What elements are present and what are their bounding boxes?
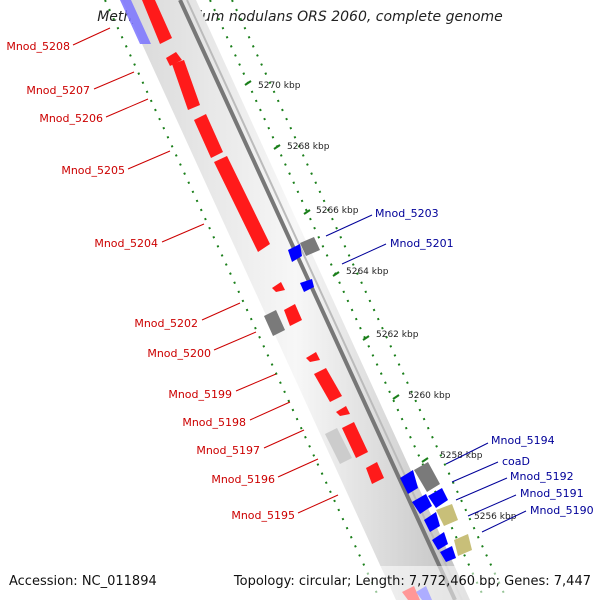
- reverse-leaders: [325, 214, 527, 533]
- leader-line: [161, 223, 205, 243]
- tick-5258: [421, 457, 429, 463]
- gene-mnod-5196-light[interactable]: [325, 428, 352, 464]
- accession-text: Accession: NC_011894: [9, 574, 157, 589]
- tick-5270: [244, 80, 252, 86]
- leader-line: [263, 429, 305, 449]
- gene-label[interactable]: Mnod_5202: [134, 317, 198, 330]
- gene-mnod-5202[interactable]: [272, 282, 285, 292]
- leader-line: [235, 373, 277, 392]
- gene-mnod-5196[interactable]: [342, 422, 368, 458]
- gene-mnod-5198[interactable]: [314, 368, 342, 402]
- gene-mnod-5190-other[interactable]: [454, 534, 472, 556]
- outer-guide-right: [231, 0, 508, 600]
- reverse-labels: Mnod_5203 Mnod_5201 Mnod_5194 coaD Mnod_…: [375, 207, 594, 517]
- gene-label[interactable]: Mnod_5208: [6, 40, 70, 53]
- scale-label: 5264 kbp: [346, 267, 389, 277]
- leader-line: [481, 510, 527, 533]
- genome-summary-text: Topology: circular; Length: 7,772,460 bp…: [233, 574, 591, 589]
- gene-label[interactable]: Mnod_5190: [530, 504, 594, 517]
- gene-mnod-5200[interactable]: [284, 304, 302, 326]
- leader-line: [93, 71, 135, 90]
- outer-guide-left: [104, 0, 381, 600]
- leader-line: [201, 302, 241, 321]
- gene-label[interactable]: Mnod_5205: [61, 164, 125, 177]
- bottom-fade: [0, 566, 600, 600]
- tick-5260: [392, 394, 400, 400]
- leader-line: [105, 98, 149, 118]
- leader-line: [72, 27, 111, 46]
- reverse-genes: [288, 237, 472, 562]
- gene-label[interactable]: Mnod_5194: [491, 434, 555, 447]
- gene-label[interactable]: Mnod_5198: [182, 416, 246, 429]
- axis-line: [178, 0, 457, 600]
- leader-line: [213, 331, 257, 351]
- leader-line: [341, 243, 387, 265]
- gene-mnod-5197[interactable]: [336, 406, 350, 416]
- gene-label[interactable]: coaD: [502, 455, 530, 468]
- leader-line: [277, 458, 319, 478]
- leader-line: [451, 461, 499, 483]
- leader-line: [445, 442, 489, 465]
- gene-mnod-5190-b[interactable]: [440, 546, 456, 562]
- gene-label[interactable]: Mnod_5196: [211, 473, 275, 486]
- gene-label[interactable]: Mnod_5203: [375, 207, 439, 220]
- gene-mnod-5191[interactable]: [424, 512, 440, 532]
- scale-label: 5268 kbp: [287, 142, 330, 152]
- tick-5268: [273, 144, 281, 150]
- gene-mnod-5199[interactable]: [306, 352, 320, 362]
- gene-label[interactable]: Mnod_5201: [390, 237, 454, 250]
- gene-mnod-5194-pseudo[interactable]: [414, 462, 440, 492]
- leader-line: [127, 150, 171, 170]
- gene-label[interactable]: Mnod_5195: [231, 509, 295, 522]
- gene-mnod-5200-pseudo[interactable]: [264, 310, 285, 336]
- leader-line: [467, 494, 517, 517]
- tick-5262: [362, 335, 370, 341]
- gene-label[interactable]: Mnod_5200: [147, 347, 211, 360]
- gene-mnod-5206[interactable]: [172, 60, 200, 110]
- gene-coad[interactable]: [412, 494, 432, 514]
- leader-line: [297, 494, 339, 514]
- scale-label: 5270 kbp: [258, 81, 301, 91]
- gene-mnod-5191-other[interactable]: [436, 504, 458, 526]
- gene-label[interactable]: Mnod_5199: [168, 388, 232, 401]
- gene-mnod-5201[interactable]: [300, 279, 314, 292]
- scale-label: 5262 kbp: [376, 330, 419, 340]
- scale-label: 5256 kbp: [474, 512, 517, 522]
- gene-mnod-5204[interactable]: [214, 156, 270, 252]
- gene-mnod-5203[interactable]: [288, 244, 302, 262]
- gene-label[interactable]: Mnod_5207: [26, 84, 90, 97]
- gene-label[interactable]: Mnod_5191: [520, 487, 584, 500]
- gene-mnod-5190[interactable]: [432, 532, 448, 550]
- gene-mnod-5207[interactable]: [166, 52, 182, 66]
- gene-mnod-5194[interactable]: [400, 470, 418, 494]
- gene-label[interactable]: Mnod_5192: [510, 470, 574, 483]
- gene-mnod-5192[interactable]: [428, 488, 448, 508]
- gene-label[interactable]: Mnod_5197: [196, 444, 260, 457]
- leader-line: [455, 477, 508, 501]
- gene-mnod-5208-red[interactable]: [142, 0, 172, 44]
- gene-mnod-5205[interactable]: [194, 114, 223, 158]
- tick-5266: [303, 209, 311, 215]
- scale-label: 5266 kbp: [316, 206, 359, 216]
- gene-label[interactable]: Mnod_5204: [94, 237, 158, 250]
- scale-label: 5260 kbp: [408, 391, 451, 401]
- gene-mnod-5208[interactable]: [120, 0, 151, 44]
- leader-line: [249, 401, 291, 421]
- tick-5264: [332, 271, 340, 277]
- gene-mnod-5203-pseudo[interactable]: [300, 237, 320, 256]
- forward-leaders: [72, 27, 339, 514]
- gene-mnod-5195[interactable]: [366, 462, 384, 484]
- leader-line: [325, 214, 373, 237]
- forward-labels: Mnod_5208 Mnod_5207 Mnod_5206 Mnod_5205 …: [6, 40, 295, 522]
- gene-label[interactable]: Mnod_5206: [39, 112, 103, 125]
